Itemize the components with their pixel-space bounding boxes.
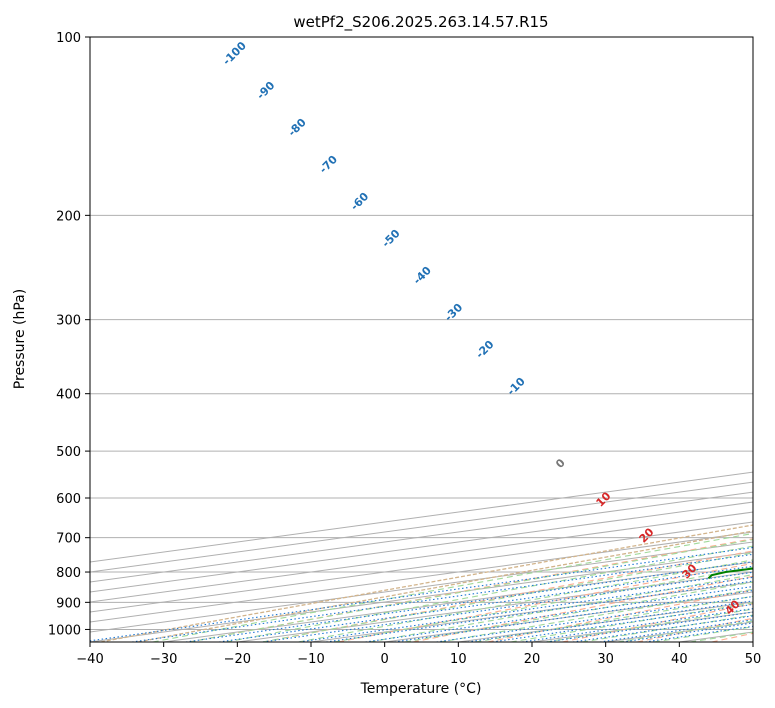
x-tick-label: −20: [224, 652, 251, 667]
isotherm-gridline: [90, 481, 753, 573]
x-tick-label: 30: [597, 652, 614, 667]
mixing-ratio-line: [185, 561, 753, 642]
mixing-ratio-line: [131, 553, 753, 642]
y-tick-label: 800: [56, 566, 81, 581]
isotherm-gridline: [90, 531, 753, 623]
moist-adiabat: [334, 566, 753, 642]
y-tick-label: 1000: [48, 623, 81, 638]
dry-adiabat: [338, 562, 753, 642]
dry-adiabat: [412, 575, 753, 642]
y-tick-label: 100: [56, 31, 81, 46]
x-axis-label: Temperature (°C): [360, 681, 482, 697]
moist-adiabat: [189, 539, 753, 642]
x-tick-label: 20: [524, 652, 541, 667]
saturation-curve: [100, 524, 753, 642]
x-tick-label: −30: [150, 652, 177, 667]
isotherm-gridline: [90, 471, 753, 563]
x-tick-label: 0: [381, 652, 389, 667]
mixing-ratio-line: [90, 546, 753, 642]
mixing-ratio-line: [436, 595, 753, 642]
isotherm-gridline: [90, 491, 753, 583]
axes: −40 −30 −20 −10 0 10 20 30 40 50 100 200 300 400 500 60…: [48, 31, 761, 667]
mixing-ratio-line: [546, 611, 753, 642]
y-tick-label: 500: [56, 445, 81, 460]
mixing-ratio-line: [467, 600, 753, 642]
chart-title: wetPf2_S206.2025.263.14.57.R15: [293, 13, 548, 32]
x-tick-label: 10: [450, 652, 467, 667]
moist-adiabat: [152, 532, 753, 642]
y-tick-label: 700: [56, 532, 81, 547]
isotherm-gridline: [90, 501, 753, 593]
y-tick-label: 400: [56, 388, 81, 403]
y-tick-label: 600: [56, 492, 81, 507]
isotherm-gridline: [90, 521, 753, 613]
x-tick-label: 50: [745, 652, 762, 667]
x-tick-label: 40: [671, 652, 688, 667]
isotherm-gridline: [90, 511, 753, 603]
x-tick-label: −10: [297, 652, 324, 667]
y-axis-label: Pressure (hPa): [12, 289, 28, 389]
plot-frame: [89, 36, 754, 643]
moist-adiabat: [404, 581, 753, 642]
mixing-ratio-line: [492, 603, 753, 642]
y-tick-label: 300: [56, 314, 81, 329]
y-tick-label: 900: [56, 596, 81, 611]
mixing-ratio-line: [522, 608, 753, 642]
y-tick-label: 200: [56, 209, 81, 224]
moist-adiabat: [225, 545, 753, 642]
x-tick-label: −40: [76, 652, 103, 667]
saturation-curve: [137, 530, 753, 642]
